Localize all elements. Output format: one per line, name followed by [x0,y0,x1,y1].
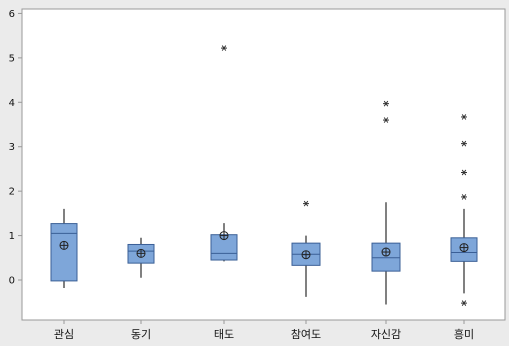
y-tick-label-6: 6 [9,9,15,20]
box-6 [450,114,478,306]
iqr-box [50,223,78,282]
box-4 [291,200,321,297]
mean-marker [59,240,69,250]
y-tick-label-0: 0 [9,276,15,287]
y-tick-label-4: 4 [9,98,15,109]
mean-marker [219,231,229,241]
y-tick-label-3: 3 [9,142,15,153]
mean-marker [459,243,469,253]
x-tick-label-3: 태도 [214,328,234,341]
outlier-point [383,100,389,107]
x-tick-label-5: 자신감 [371,328,401,341]
outlier-point [461,140,467,147]
iqr-box [371,242,401,272]
y-tick-label-2: 2 [9,187,15,198]
box-series [50,45,478,306]
outlier-point [461,169,467,176]
y-tick-label-5: 5 [9,53,15,64]
mean-marker [136,248,146,258]
y-tick-label-1: 1 [9,231,15,242]
outlier-point [383,117,389,123]
box-1 [50,208,78,289]
outlier-point [221,45,227,51]
box-3 [210,45,238,262]
outlier-point [461,194,467,200]
x-tick-label-1: 관심 [54,328,74,341]
x-tick-label-6: 흥미 [454,327,474,341]
outlier-point [461,114,467,120]
box-5 [371,100,401,305]
mean-marker [301,250,311,260]
outlier-point [461,300,467,306]
box-2 [127,237,155,278]
plot-area [21,8,506,321]
y-axis: 0 1 2 3 4 5 6 [9,9,22,287]
mean-marker [381,247,391,257]
x-axis: 관심 동기 태도 참여도 자신감 흥미 [54,320,474,341]
outlier-point [303,200,309,207]
x-tick-label-4: 참여도 [291,328,321,341]
x-tick-label-2: 동기 [131,328,151,341]
